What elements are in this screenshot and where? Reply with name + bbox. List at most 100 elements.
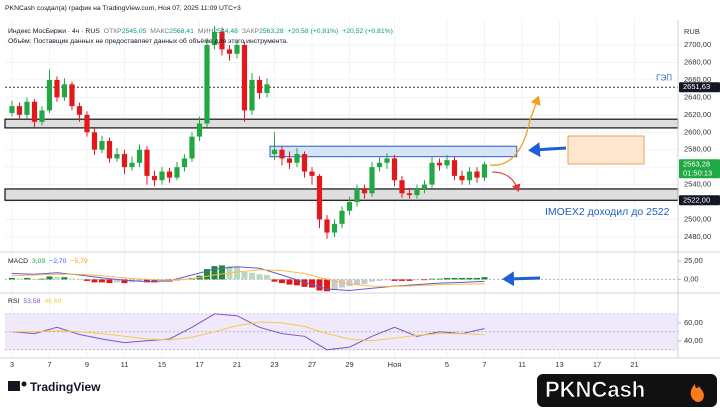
candle-body (136, 149, 143, 163)
support-zone (4, 118, 679, 129)
x-tick-label: Ноя (388, 360, 402, 369)
macd-histogram-bar (76, 279, 83, 280)
candle-body (129, 162, 135, 168)
flame-icon (690, 384, 704, 402)
indicator-name: MACD (8, 258, 28, 265)
macd-histogram-bar (248, 272, 255, 280)
indicator-value: 53,58 (23, 298, 40, 305)
candle-body (9, 106, 15, 114)
candle-body (466, 171, 473, 181)
candle-body (339, 210, 345, 224)
pointer-arrow (528, 142, 567, 158)
candle-body (151, 175, 158, 181)
macd-histogram-bar (421, 279, 428, 281)
candle-body (181, 158, 188, 168)
y-tick-label: 2640,00 (684, 92, 711, 101)
macd-histogram-bar (331, 279, 338, 290)
candle-body (481, 164, 488, 178)
x-tick-label: 21 (630, 360, 638, 369)
macd-histogram-bar (218, 265, 225, 280)
change-value: +20,52 (+0,81%) (342, 28, 393, 35)
indicator-name: RSI (8, 298, 19, 305)
candle-body (106, 140, 113, 159)
macd-histogram-bar (61, 277, 68, 280)
x-tick-label: 17 (593, 360, 601, 369)
candle-body (84, 114, 90, 133)
candle-body (234, 45, 240, 54)
candle-body (76, 106, 83, 115)
candle-body (189, 136, 195, 159)
macd-histogram-bar (113, 279, 120, 283)
watermark-text: PKNCash (545, 377, 645, 402)
candle-body (346, 202, 353, 211)
candle-body (264, 84, 270, 94)
note-box (567, 135, 645, 165)
y-tick-label: 25,00 (684, 256, 703, 265)
candle-body (474, 171, 480, 178)
macd-histogram-bar (241, 272, 248, 280)
indicator-readout: RSI 53,58 46,69 (8, 298, 62, 305)
y-tick-label: 2540,00 (684, 180, 711, 189)
macd-histogram-bar (376, 279, 383, 281)
down-arrow (491, 171, 521, 193)
macd-histogram-bar (436, 278, 443, 280)
y-tick-label: 2680,00 (684, 57, 711, 66)
candle-body (54, 79, 60, 98)
x-tick-label: 17 (195, 360, 203, 369)
candle-body (121, 154, 128, 168)
x-tick-label: 13 (555, 360, 563, 369)
candle-body (451, 160, 458, 176)
macd-histogram-bar (406, 279, 413, 281)
candle-body (249, 79, 255, 111)
candle-body (114, 154, 120, 159)
candle-body (444, 160, 450, 166)
x-tick-label: 21 (233, 360, 241, 369)
macd-histogram-bar (361, 279, 368, 284)
candle-body (279, 149, 285, 159)
macd-histogram-bar (31, 279, 38, 280)
x-tick-label: 27 (308, 360, 316, 369)
x-tick-label: 11 (121, 360, 129, 369)
macd-histogram-bar (68, 278, 75, 280)
candle-body (406, 193, 413, 196)
macd-pointer-arrow (502, 271, 541, 287)
candle-body (211, 31, 218, 46)
price-label: 2651,63 (683, 82, 710, 91)
macd-histogram-bar (391, 279, 398, 281)
macd-histogram-bar (121, 279, 128, 284)
change-value: +20,58 (+0,81%) (288, 28, 339, 35)
price-label-box (679, 195, 720, 206)
candle-body (91, 132, 98, 150)
candle-body (286, 158, 293, 163)
x-tick-label: 15 (158, 360, 166, 369)
ohlc-value: 2563,28 (259, 28, 284, 35)
candle-body (369, 167, 375, 194)
macd-histogram-bar (38, 278, 45, 280)
y-tick-label: 0,00 (684, 274, 699, 283)
macd-histogram-bar (428, 278, 435, 280)
macd-histogram-bar (91, 279, 98, 283)
indicator-value: 46,69 (44, 298, 61, 305)
y-tick-label: 2600,00 (684, 127, 711, 136)
macd-histogram-bar (481, 277, 488, 280)
macd-histogram-bar (181, 279, 188, 281)
macd-histogram-bar (256, 274, 263, 280)
candle-body (226, 49, 233, 54)
macd-histogram-bar (286, 279, 293, 285)
up-arrow (489, 95, 541, 166)
candle-body (309, 171, 315, 176)
candle-body (61, 84, 68, 98)
symbol: Индекс МосБиржи · 4ч · RUS (8, 28, 100, 35)
rsi-line (11, 313, 485, 351)
ohlc-label: ЗАКР (242, 28, 260, 35)
candle-body (39, 110, 45, 122)
candle-body (166, 171, 173, 178)
macd-histogram-bar (106, 279, 113, 284)
macd-histogram-bar (46, 276, 53, 280)
macd-histogram-bar (293, 279, 300, 286)
candle-body (144, 149, 150, 176)
candle-body (196, 123, 203, 137)
chart-layer: 3 7 9 11 15 17 21 23 27 29 Ноя 5 7 11 13 17 21 2480,00 250… (4, 20, 720, 369)
candle-body (384, 158, 390, 163)
brand-name: TradingView (30, 380, 101, 394)
